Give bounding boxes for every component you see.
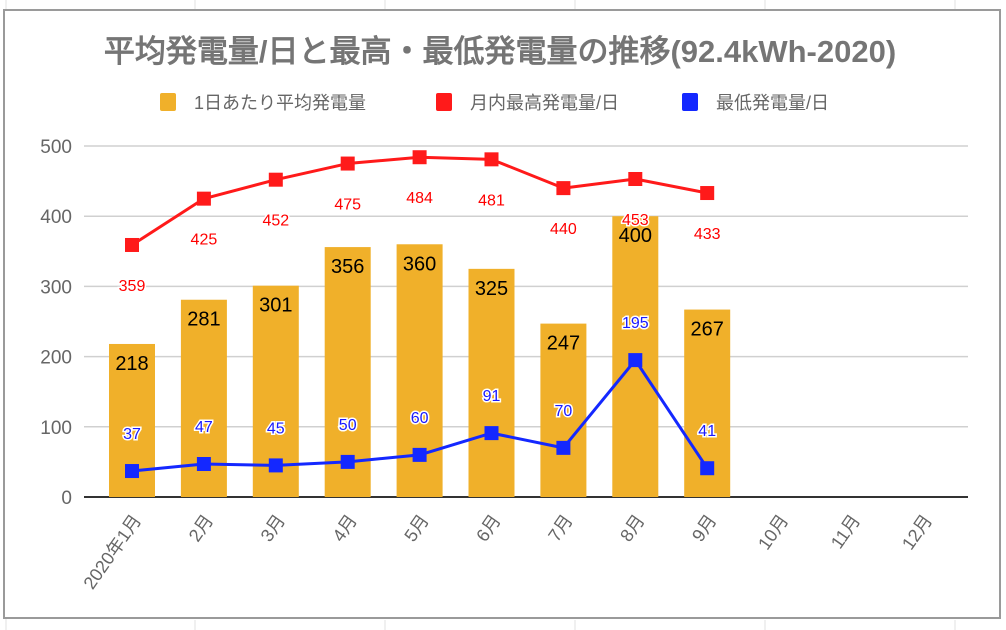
x-tick-label: 12月 bbox=[898, 511, 936, 554]
min-data-label: 41 bbox=[698, 423, 716, 440]
min-data-label: 50 bbox=[339, 417, 357, 434]
x-tick-label: 4月 bbox=[329, 511, 361, 545]
max-point bbox=[484, 152, 499, 167]
min-point bbox=[196, 457, 211, 472]
max-data-label: 484 bbox=[406, 190, 433, 207]
max-point bbox=[556, 181, 571, 196]
max-data-label: 475 bbox=[334, 197, 361, 214]
min-data-label: 60 bbox=[411, 410, 429, 427]
y-tick-label: 400 bbox=[40, 207, 72, 228]
min-data-label: 195 bbox=[622, 315, 649, 332]
max-data-label: 433 bbox=[694, 226, 721, 243]
max-data-label: 452 bbox=[262, 213, 289, 230]
min-data-label: 47 bbox=[195, 419, 213, 436]
legend-label-avg: 1日あたり平均発電量 bbox=[194, 93, 366, 113]
min-data-label: 91 bbox=[483, 388, 501, 405]
min-point bbox=[412, 447, 427, 462]
x-tick-label: 9月 bbox=[688, 511, 720, 545]
legend: 1日あたり平均発電量 月内最高発電量/日 最低発電量/日 bbox=[160, 93, 829, 113]
x-tick-label: 6月 bbox=[472, 511, 504, 545]
min-point bbox=[700, 461, 715, 476]
y-tick-label: 300 bbox=[40, 277, 72, 298]
bar-data-label: 218 bbox=[115, 353, 148, 375]
max-data-label: 440 bbox=[550, 221, 577, 238]
min-data-label: 70 bbox=[555, 403, 573, 420]
x-tick-label: 5月 bbox=[400, 511, 432, 545]
y-tick-label: 100 bbox=[40, 418, 72, 439]
max-point bbox=[628, 171, 643, 186]
legend-swatch-min bbox=[682, 93, 698, 111]
y-tick-label: 500 bbox=[40, 137, 72, 158]
bar-data-label: 360 bbox=[403, 253, 436, 275]
bar-data-label: 400 bbox=[619, 225, 652, 247]
bar bbox=[540, 323, 587, 497]
min-data-label: 45 bbox=[267, 420, 285, 437]
x-tick-label: 3月 bbox=[257, 511, 289, 545]
max-point bbox=[700, 186, 715, 201]
min-point bbox=[628, 353, 643, 368]
max-point bbox=[268, 172, 283, 187]
chart-title: 平均発電量/日と最高・最低発電量の推移(92.4kWh-2020) bbox=[104, 34, 896, 69]
bar-data-label: 356 bbox=[331, 256, 364, 278]
max-data-label: 425 bbox=[191, 232, 218, 249]
x-tick-label: 8月 bbox=[616, 511, 648, 545]
bar-data-label: 301 bbox=[259, 295, 292, 317]
x-tick-label: 2月 bbox=[185, 511, 217, 545]
bar-data-label: 267 bbox=[691, 319, 724, 341]
max-point bbox=[196, 191, 211, 206]
max-data-label: 481 bbox=[478, 192, 505, 209]
x-tick-label: 7月 bbox=[544, 511, 576, 545]
min-point bbox=[125, 464, 139, 479]
min-data-label: 37 bbox=[123, 426, 141, 443]
max-data-label: 359 bbox=[119, 278, 146, 295]
min-point bbox=[340, 454, 355, 469]
legend-label-min: 最低発電量/日 bbox=[716, 93, 829, 113]
legend-swatch-max bbox=[436, 93, 452, 111]
bar bbox=[468, 268, 515, 497]
x-tick-label: 2020年1月 bbox=[80, 511, 146, 593]
min-point bbox=[484, 426, 499, 441]
max-point bbox=[340, 156, 355, 171]
x-tick-label: 10月 bbox=[754, 511, 792, 554]
bar-data-label: 325 bbox=[475, 278, 508, 300]
y-tick-label: 200 bbox=[40, 348, 72, 369]
min-point bbox=[556, 440, 571, 455]
bar-data-label: 281 bbox=[187, 309, 220, 331]
y-tick-label: 0 bbox=[61, 488, 72, 509]
legend-swatch-avg bbox=[160, 93, 176, 111]
legend-label-max: 月内最高発電量/日 bbox=[470, 93, 619, 113]
bar-data-label: 247 bbox=[547, 333, 580, 355]
max-point bbox=[412, 150, 427, 165]
min-point bbox=[268, 458, 283, 473]
max-point bbox=[125, 237, 139, 252]
x-tick-label: 11月 bbox=[827, 511, 864, 553]
max-data-label: 453 bbox=[622, 212, 649, 229]
